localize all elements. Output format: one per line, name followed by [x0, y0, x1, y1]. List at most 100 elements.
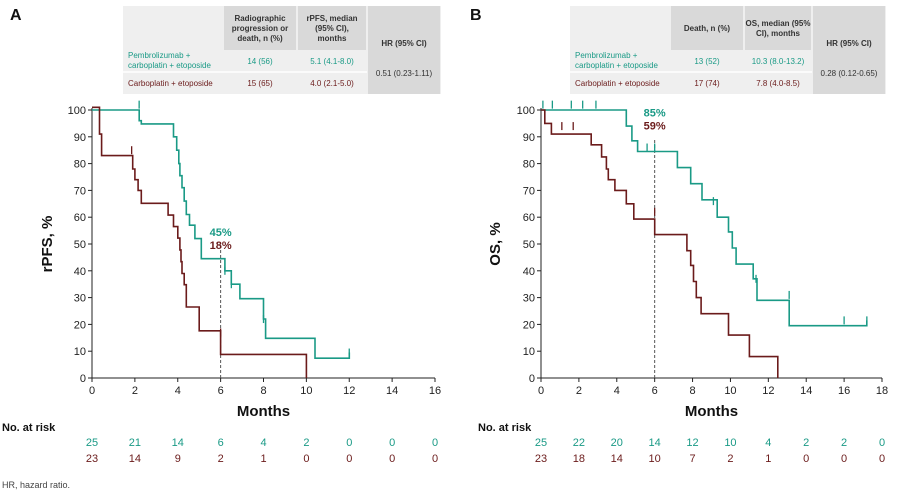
x-axis-title: Months [685, 403, 738, 420]
at-risk-carbo: 0 [346, 453, 352, 465]
table-header-text: HR (95% CI) [826, 39, 872, 48]
table-header-text: Radiographic [234, 14, 286, 23]
table-header-cell [298, 6, 366, 50]
x-tick-label: 12 [762, 385, 774, 397]
y-tick-label: 20 [74, 319, 86, 331]
table-arm-label: Carboplatin + etoposide [575, 79, 660, 88]
table-header-text: progression or [232, 24, 288, 33]
x-tick-label: 4 [614, 385, 620, 397]
y-tick-label: 90 [523, 132, 535, 144]
table-header-cell [671, 6, 743, 50]
table-arm-label: Pembrolizumab + [128, 51, 191, 60]
y-tick-label: 60 [523, 212, 535, 224]
at-risk-carbo: 0 [841, 453, 847, 465]
at-risk-pembro: 10 [724, 437, 736, 449]
x-tick-label: 10 [300, 385, 312, 397]
landmark-label-carbo: 18% [210, 240, 232, 252]
y-tick-label: 40 [74, 266, 86, 278]
at-risk-title: No. at risk [2, 422, 56, 434]
x-tick-label: 8 [689, 385, 695, 397]
at-risk-carbo: 23 [86, 453, 98, 465]
table-header-text: months [318, 34, 347, 43]
y-tick-label: 70 [74, 185, 86, 197]
table-hazard-ratio: 0.51 (0.23-1.11) [376, 69, 433, 78]
at-risk-pembro: 0 [432, 437, 438, 449]
table-median: 4.0 (2.1-5.0) [310, 79, 354, 88]
x-tick-label: 4 [175, 385, 181, 397]
at-risk-pembro: 4 [765, 437, 771, 449]
at-risk-pembro: 22 [573, 437, 585, 449]
table-header-text: (95% CI), [315, 24, 349, 33]
at-risk-pembro: 25 [86, 437, 98, 449]
at-risk-pembro: 2 [303, 437, 309, 449]
km-curve-pembro [92, 109, 351, 359]
y-axis-title: rPFS, % [39, 216, 56, 273]
table-arm-label: carboplatin + etoposide [128, 61, 212, 70]
axes: 0 10 20 30 40 50 60 70 80 90 100 0 2 4 6 8 10 12 14 16 18 Mon… [487, 105, 888, 420]
panel-letter: B [470, 7, 482, 24]
axes: 0 10 20 30 40 50 60 70 80 90 100 0 2 4 6 8 10 12 14 16 Month… [39, 105, 441, 420]
y-tick-label: 100 [68, 105, 86, 117]
x-tick-label: 18 [876, 385, 888, 397]
at-risk-pembro: 14 [172, 437, 184, 449]
x-tick-label: 14 [800, 385, 812, 397]
y-tick-label: 20 [523, 319, 535, 331]
at-risk-pembro: 4 [260, 437, 266, 449]
panel-b: B Death, n (%) OS, median (95%CI), months H… [470, 6, 888, 465]
table-header-text: rPFS, median [306, 14, 357, 23]
landmark-label-carbo: 59% [644, 121, 666, 133]
y-tick-label: 50 [74, 239, 86, 251]
table-arm-label: Carboplatin + etoposide [128, 79, 213, 88]
at-risk-carbo: 14 [129, 453, 141, 465]
x-tick-label: 12 [343, 385, 355, 397]
at-risk-carbo: 7 [689, 453, 695, 465]
at-risk-pembro: 2 [841, 437, 847, 449]
table-header-text: death, n (%) [237, 34, 283, 43]
x-axis-title: Months [237, 403, 290, 420]
y-tick-label: 100 [517, 105, 535, 117]
y-axis-title: OS, % [487, 222, 504, 265]
at-risk-pembro: 0 [879, 437, 885, 449]
x-tick-label: 8 [260, 385, 266, 397]
at-risk-pembro: 21 [129, 437, 141, 449]
km-curve-carbo [92, 106, 308, 378]
y-tick-label: 30 [523, 293, 535, 305]
table-median: 7.8 (4.0-8.5) [756, 79, 800, 88]
at-risk-carbo: 2 [218, 453, 224, 465]
at-risk-pembro: 2 [803, 437, 809, 449]
x-tick-label: 2 [576, 385, 582, 397]
table-header-text: HR (95% CI) [381, 39, 427, 48]
at-risk-carbo: 0 [432, 453, 438, 465]
table-median: 10.3 (8.0-13.2) [752, 57, 805, 66]
km-curve-carbo [541, 109, 779, 378]
x-tick-label: 10 [724, 385, 736, 397]
x-tick-label: 0 [538, 385, 544, 397]
y-tick-label: 90 [74, 132, 86, 144]
km-curve-pembro [541, 109, 868, 327]
table-events: 17 (74) [694, 79, 720, 88]
table-arm-label: Pembrolizumab + [575, 51, 638, 60]
y-tick-label: 80 [74, 159, 86, 171]
table-events: 15 (65) [247, 79, 273, 88]
table-header-text: Death, n (%) [684, 24, 731, 33]
table-hazard-ratio: 0.28 (0.12-0.65) [821, 69, 878, 78]
table-events: 14 (56) [247, 57, 273, 66]
table-header-text: OS, median (95% [746, 19, 811, 28]
at-risk-pembro: 0 [389, 437, 395, 449]
y-tick-label: 60 [74, 212, 86, 224]
y-tick-label: 10 [523, 346, 535, 358]
x-tick-label: 16 [429, 385, 441, 397]
panel-letter: A [10, 7, 22, 24]
at-risk-pembro: 6 [218, 437, 224, 449]
at-risk-pembro: 20 [611, 437, 623, 449]
summary-table: Death, n (%) OS, median (95%CI), months HR… [570, 6, 886, 94]
footnote: HR, hazard ratio. [2, 480, 70, 490]
y-tick-label: 0 [529, 373, 535, 385]
x-tick-label: 6 [652, 385, 658, 397]
at-risk-carbo: 0 [303, 453, 309, 465]
at-risk-carbo: 10 [649, 453, 661, 465]
table-arm-label: carboplatin + etoposide [575, 61, 659, 70]
table-header-cell [745, 6, 811, 50]
at-risk-carbo: 14 [611, 453, 623, 465]
